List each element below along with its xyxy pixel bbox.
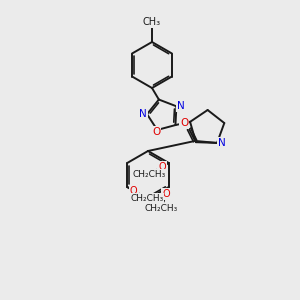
Text: O: O [162,189,170,199]
Text: N: N [139,109,147,119]
Text: O: O [152,127,160,137]
Text: N: N [218,138,226,148]
Text: CH₂CH₃: CH₂CH₃ [130,194,163,203]
Text: O: O [158,162,166,172]
Text: N: N [176,101,184,111]
Text: O: O [130,186,138,196]
Text: CH₂CH₃: CH₂CH₃ [133,170,166,179]
Text: CH₂CH₃: CH₂CH₃ [145,204,178,213]
Text: CH₃: CH₃ [143,17,161,27]
Text: O: O [180,118,188,128]
